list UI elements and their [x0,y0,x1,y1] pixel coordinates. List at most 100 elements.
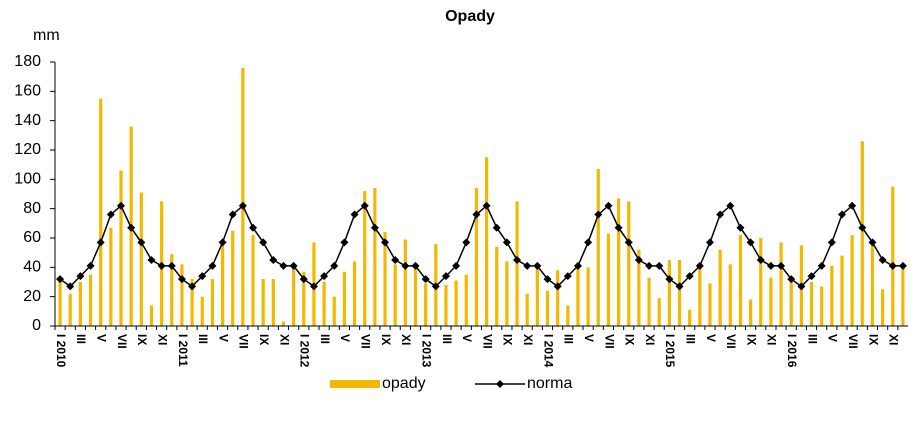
marker [736,223,745,232]
x-tick-label: I 2016 [785,334,799,368]
marker [127,223,136,232]
marker [157,261,166,270]
marker [370,223,379,232]
x-tick-label: III [318,334,332,344]
bar [749,299,753,326]
x-tick-label: VII [480,334,494,349]
bar [261,279,265,326]
bar [616,198,621,326]
y-tick-label: 160 [14,83,41,100]
bar [677,260,682,326]
marker [66,282,75,291]
marker [584,238,593,247]
marker [299,275,308,284]
marker [309,282,318,291]
bar [352,261,357,326]
legend-swatch [330,380,380,388]
bar [769,277,773,326]
bar [251,235,255,326]
x-tick-label: V [704,334,718,342]
y-tick-label: 120 [14,141,41,158]
marker [726,201,735,210]
marker [756,256,765,264]
marker [147,256,156,264]
marker [492,223,501,232]
marker [106,210,115,219]
marker [868,238,877,247]
y-tick-label: 40 [23,259,41,276]
legend-label: opady [382,375,426,392]
x-tick-label: XI [521,334,535,345]
bar [332,296,336,326]
bar [495,246,499,326]
marker [837,210,846,219]
x-tick-label: I 2012 [298,334,312,368]
y-tick-label: 0 [32,317,41,334]
bar [556,270,560,326]
bar [231,230,235,326]
x-tick-label: III [74,334,88,344]
x-tick-label: III [562,334,576,344]
bar [281,321,286,326]
bar [413,265,418,326]
marker [188,282,197,291]
marker [898,261,907,270]
bar [78,282,82,326]
x-tick-label: VII [846,334,860,349]
marker [675,282,684,291]
x-tick-label: IX [866,334,880,345]
y-tick-label: 80 [23,200,41,217]
marker [259,238,268,247]
bar [322,282,326,326]
bar [779,242,783,326]
marker [523,261,532,270]
bar [627,201,631,326]
bar [738,235,743,326]
marker [878,256,887,264]
bar [200,296,204,326]
x-tick-label: V [460,334,474,342]
bar [870,240,875,326]
marker [117,201,126,210]
x-tick-label: XI [399,334,413,345]
bar [586,267,590,326]
x-tick-label: V [95,334,109,342]
bar [342,271,347,326]
bar [180,264,184,326]
marker [533,261,542,270]
x-tick-label: IX [501,334,515,345]
bar [149,305,154,326]
marker [807,272,816,281]
bar [139,192,143,326]
marker [685,272,694,281]
marker [716,210,725,219]
x-tick-label: VII [602,334,616,349]
bar [566,305,570,326]
marker [137,238,146,247]
marker [198,272,207,281]
marker [817,261,826,270]
x-tick-label: VII [237,334,251,349]
bar [292,267,296,326]
bar [119,170,123,326]
bar [576,265,580,326]
bar [688,309,692,326]
bar [444,284,448,326]
y-tick-label: 20 [23,288,41,305]
marker [269,256,278,264]
marker [411,261,420,270]
bar [820,286,824,326]
bar [373,188,377,326]
x-tick-label: IX [257,334,271,345]
marker [421,275,430,284]
marker [705,238,714,247]
x-tick-label: IX [135,334,149,345]
marker [645,261,654,270]
legend-swatch [496,380,504,388]
x-tick-label: VII [115,334,129,349]
x-tick-label: V [826,334,840,342]
bar [88,274,93,326]
marker [208,261,217,270]
x-tick-label: XI [155,334,169,345]
marker [462,238,471,247]
